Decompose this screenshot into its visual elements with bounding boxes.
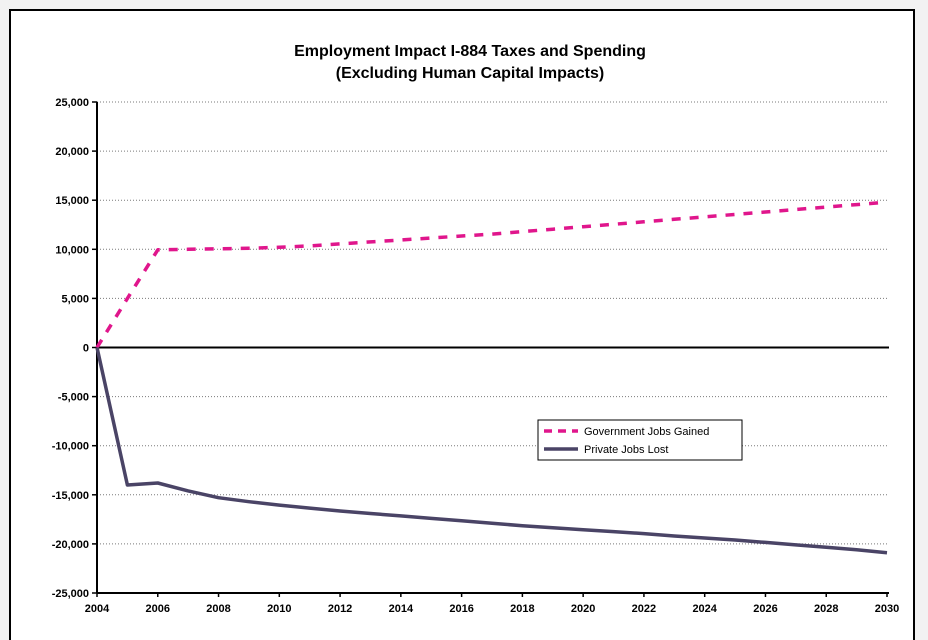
x-tick-label: 2018 (510, 603, 534, 615)
line-chart: Employment Impact I-884 Taxes and Spendi… (52, 43, 900, 615)
x-tick-label: 2020 (571, 603, 595, 615)
y-tick-label: 10,000 (55, 244, 89, 256)
x-tick-label: 2026 (753, 603, 777, 615)
x-tick-label: 2016 (449, 603, 473, 615)
series-lines (95, 200, 888, 555)
y-tick-label: 20,000 (55, 146, 89, 158)
chart-title: Employment Impact I-884 Taxes and Spendi… (294, 43, 646, 60)
y-tick-label: 5,000 (61, 293, 89, 305)
legend-label-government: Government Jobs Gained (584, 426, 709, 438)
x-tick-label: 2010 (267, 603, 291, 615)
x-tick-label: 2004 (85, 603, 110, 615)
y-tick-label: -25,000 (52, 588, 89, 600)
legend-label-private: Private Jobs Lost (584, 444, 668, 456)
x-tick-label: 2008 (206, 603, 230, 615)
legend: Government Jobs Gained Private Jobs Lost (537, 419, 743, 461)
x-tick-label: 2024 (692, 603, 717, 615)
series-line-government (95, 200, 888, 349)
y-tick-label: -5,000 (58, 392, 89, 404)
y-tick-label: -20,000 (52, 539, 89, 551)
y-tick-label: -15,000 (52, 490, 89, 502)
chart-subtitle: (Excluding Human Capital Impacts) (336, 65, 604, 82)
chart-frame: Employment Impact I-884 Taxes and Spendi… (9, 9, 915, 640)
x-tick-labels: 2004 2006 2008 2010 2012 2014 2016 2018 2020 2022… (85, 603, 899, 615)
x-tick-label: 2014 (389, 603, 414, 615)
y-tick-labels: 25,000 20,000 15,000 10,000 5,000 0 -5,000 -10,… (52, 97, 89, 600)
x-tick-label: 2006 (146, 603, 170, 615)
x-tick-label: 2030 (875, 603, 899, 615)
series-line-private (95, 347, 888, 555)
gridlines (97, 101, 887, 545)
x-tick-label: 2012 (328, 603, 352, 615)
y-tick-label: 25,000 (55, 97, 89, 109)
x-tick-label: 2022 (632, 603, 656, 615)
x-tick-label: 2028 (814, 603, 838, 615)
y-tick-label: 0 (83, 343, 89, 355)
legend-box (537, 419, 743, 461)
y-tick-label: 15,000 (55, 195, 89, 207)
y-tick-label: -10,000 (52, 441, 89, 453)
